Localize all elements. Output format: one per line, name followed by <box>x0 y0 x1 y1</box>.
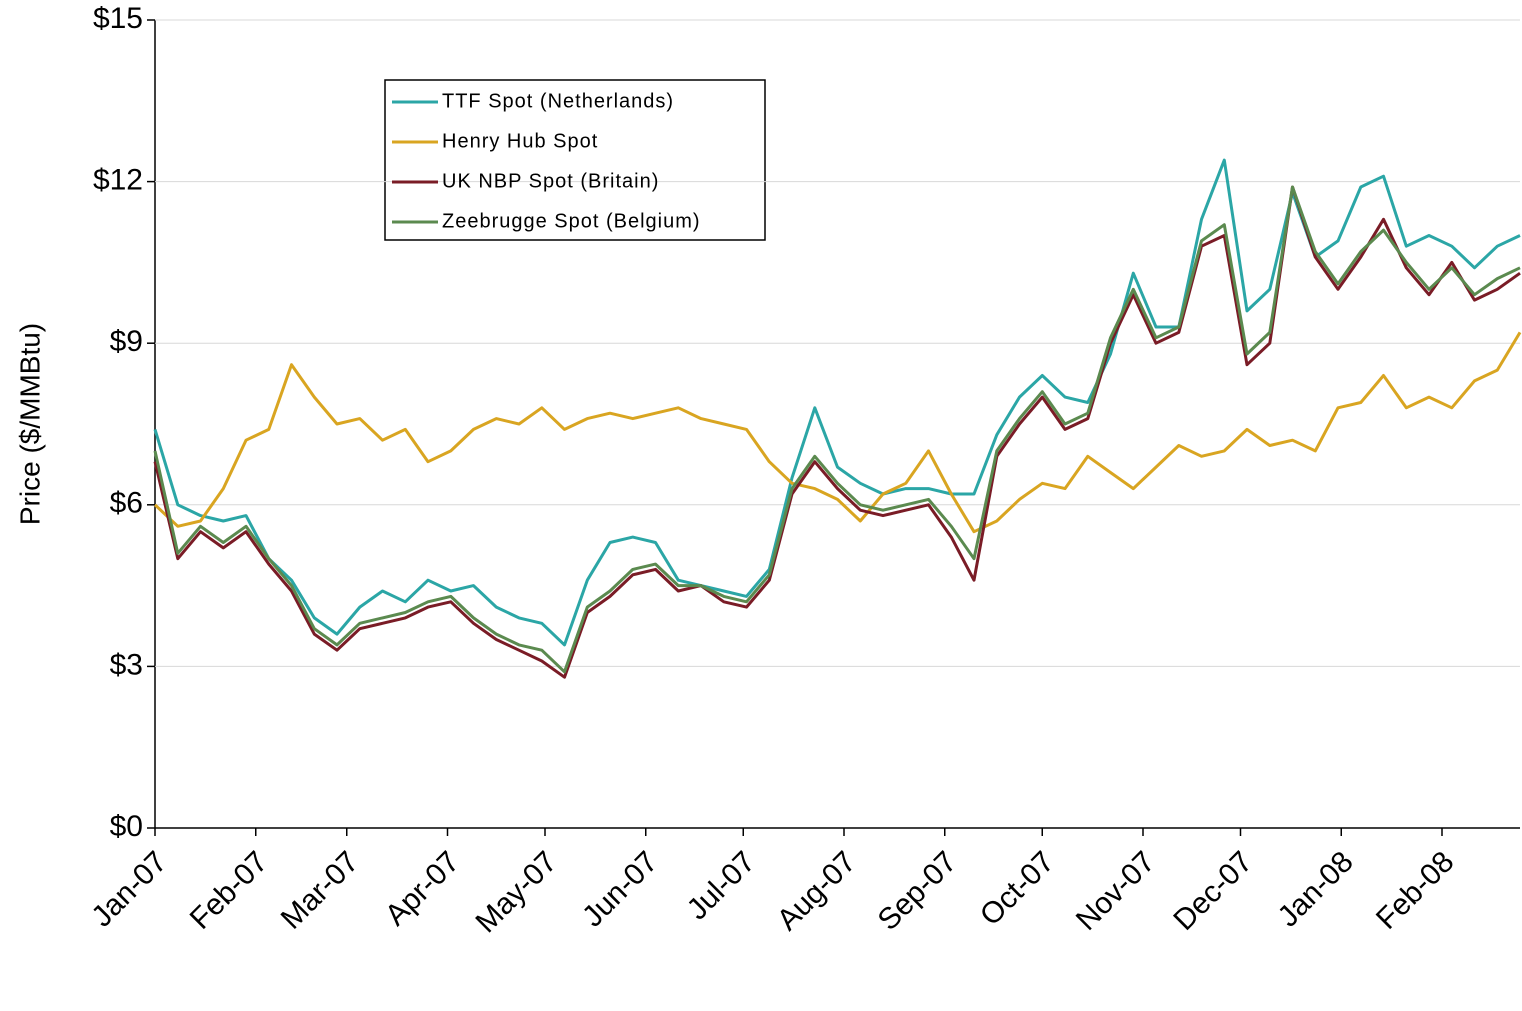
x-tick-label: Nov-07 <box>1070 845 1162 937</box>
legend-label: Henry Hub Spot <box>442 130 598 152</box>
legend-label: Zeebrugge Spot (Belgium) <box>442 210 701 232</box>
y-tick-label: $15 <box>93 2 143 35</box>
legend-label: UK NBP Spot (Britain) <box>442 170 659 192</box>
x-tick-label: Jan-07 <box>85 845 173 933</box>
y-tick-label: $12 <box>93 164 143 197</box>
y-tick-label: $3 <box>110 648 143 681</box>
series-line <box>153 158 1521 647</box>
legend-box <box>384 79 766 241</box>
x-tick-label: Feb-08 <box>1370 845 1461 936</box>
y-tick-label: $9 <box>110 325 143 358</box>
x-tick-label: Mar-07 <box>275 845 366 936</box>
x-tick-label: Jul-07 <box>681 845 762 926</box>
x-tick-label: Jun-07 <box>576 845 664 933</box>
series-line <box>153 331 1522 534</box>
x-tick-label: Dec-07 <box>1167 845 1259 937</box>
series-line <box>153 185 1521 674</box>
x-tick-label: Oct-07 <box>974 845 1061 932</box>
x-tick-label: Aug-07 <box>771 845 863 937</box>
y-tick-label: $0 <box>110 810 143 843</box>
x-tick-label: May-07 <box>469 845 563 939</box>
y-tick-label: $6 <box>110 487 143 520</box>
x-tick-label: Feb-07 <box>184 845 275 936</box>
x-tick-label: Jan-08 <box>1272 845 1360 933</box>
legend-label: TTF Spot (Netherlands) <box>442 90 674 112</box>
series-line <box>153 185 1521 679</box>
x-tick-label: Apr-07 <box>379 845 466 932</box>
x-tick-label: Sep-07 <box>872 845 964 937</box>
y-axis-label: Price ($/MMBtu) <box>14 323 45 525</box>
